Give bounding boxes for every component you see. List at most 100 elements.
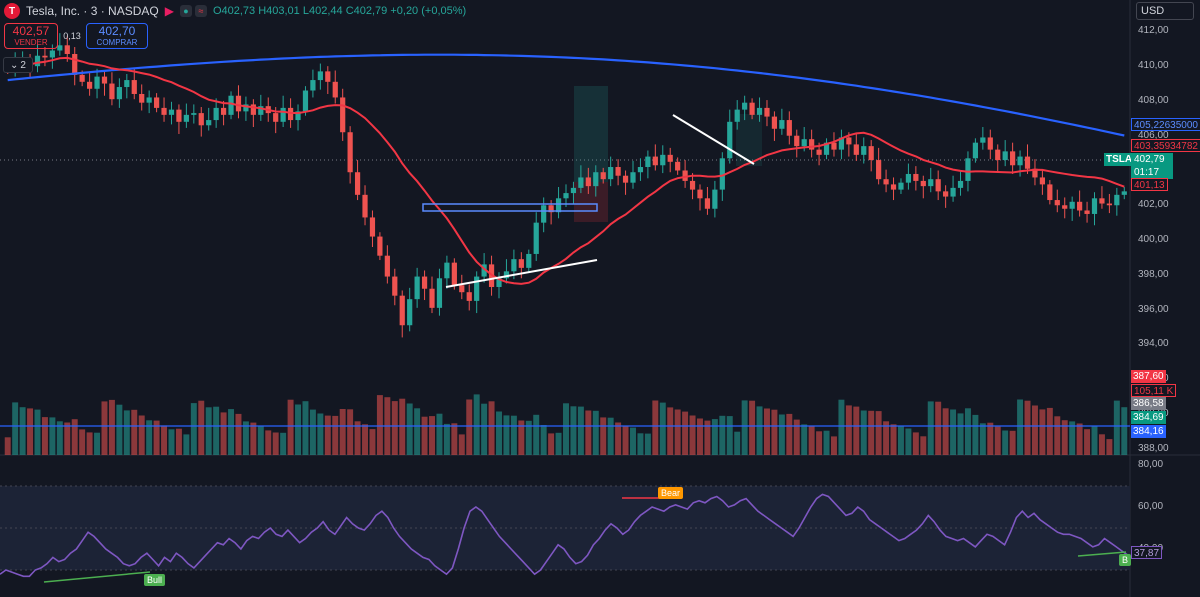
candle-body <box>109 83 115 100</box>
volume-bar <box>287 399 294 455</box>
volume-bar <box>242 421 249 455</box>
last-price-tag: 402,79 01:17 <box>1131 153 1173 179</box>
volume-bar <box>622 426 629 455</box>
volume-bar <box>957 413 964 455</box>
volume-bar <box>838 399 845 455</box>
sell-button[interactable]: 402,57 VENDER <box>4 23 58 49</box>
candle-body <box>466 292 472 301</box>
candle-body <box>995 149 1001 161</box>
candle-body <box>444 262 450 279</box>
candle-body <box>600 172 606 180</box>
volume-bar <box>458 434 465 455</box>
volume-bar <box>1069 421 1076 455</box>
volume-bar <box>354 421 361 455</box>
rsi-axis-label: 60,00 <box>1138 501 1164 512</box>
price-axis-label: 394,00 <box>1138 338 1169 350</box>
volume-bar <box>682 411 689 455</box>
candle-body <box>436 278 443 308</box>
volume-bar <box>168 429 175 455</box>
symbol-title[interactable]: Tesla, Inc. · 3 · NASDAQ <box>26 4 159 18</box>
flag-icon[interactable]: ▶ <box>164 4 174 18</box>
candle-body <box>675 161 681 171</box>
candle-body <box>183 114 189 122</box>
volume-tag-1: 387,60 <box>1131 370 1166 383</box>
volume-tag-4: 384,69 <box>1131 411 1166 424</box>
candle-body <box>541 205 547 223</box>
position-zone-2 <box>736 114 762 166</box>
candle-body <box>295 111 301 121</box>
low-tag: 401,13 <box>1131 178 1168 191</box>
candle-body <box>1084 210 1090 214</box>
candle-body <box>1091 198 1098 214</box>
ohlc-change: +0,20 (+0,05%) <box>390 5 467 17</box>
volume-bar <box>1106 439 1113 455</box>
candle-body <box>838 137 845 150</box>
price-axis-label: 396,00 <box>1138 303 1169 315</box>
candle-body <box>1121 191 1127 195</box>
volume-bar <box>213 406 220 455</box>
candle-body <box>302 90 309 112</box>
volume-bar <box>704 420 711 455</box>
candle-body <box>518 259 524 268</box>
volume-bar <box>652 400 659 455</box>
volume-bar <box>630 427 636 455</box>
candle-body <box>987 137 993 150</box>
volume-bar <box>570 406 577 455</box>
rsi-bull-divergence-2 <box>1077 551 1127 557</box>
volume-bar <box>272 432 279 455</box>
spread-value: 0,13 <box>63 31 81 41</box>
candle-body <box>883 179 889 185</box>
volume-bar <box>845 405 852 455</box>
volume-bar <box>592 410 599 455</box>
range-box-drawing <box>422 203 598 212</box>
volume-bar <box>138 415 145 455</box>
candle-body <box>168 109 175 115</box>
volume-bar <box>741 400 748 455</box>
candle-body <box>637 167 644 173</box>
volume-bar <box>257 426 264 455</box>
candle-body <box>652 156 658 166</box>
candle-body <box>79 74 85 82</box>
volume-bar <box>123 410 130 455</box>
volume-bar <box>101 401 108 455</box>
price-axis-label: 402,00 <box>1138 199 1169 211</box>
candle-body <box>608 167 614 180</box>
candle-body <box>161 107 167 115</box>
candle-body <box>972 142 979 159</box>
volume-bar <box>1076 423 1083 455</box>
candle-body <box>213 107 219 121</box>
volume-bar <box>912 432 919 455</box>
market-status-icon[interactable]: ● <box>179 5 192 17</box>
volume-bar <box>228 409 235 455</box>
candle-body <box>139 93 145 103</box>
candle-body <box>235 95 242 112</box>
candle-body <box>287 107 294 121</box>
volume-bar <box>860 410 867 455</box>
volume-bar <box>347 409 354 455</box>
candle-body <box>548 205 554 213</box>
data-status-icon[interactable]: ≈ <box>194 5 207 17</box>
volume-bar <box>994 426 1001 455</box>
candle-body <box>34 55 41 67</box>
volume-tag-5: 384,16 <box>1131 425 1166 438</box>
candle-body <box>719 158 725 190</box>
volume-bar <box>1002 430 1009 455</box>
candle-body <box>42 55 48 58</box>
volume-bar <box>190 403 197 455</box>
buy-button[interactable]: 402,70 COMPRAR <box>86 23 148 49</box>
volume-bar <box>116 404 123 455</box>
volume-bar <box>19 407 26 455</box>
candle-body <box>727 121 733 159</box>
candle-body <box>831 142 837 150</box>
trendline-support <box>445 259 598 288</box>
volume-bar <box>153 420 160 455</box>
candle-body <box>49 50 55 58</box>
candle-body <box>533 222 539 254</box>
volume-bar <box>205 407 212 455</box>
volume-bar <box>555 432 562 455</box>
candle-body <box>1024 156 1031 169</box>
ma-red-tag: 403,35934782 <box>1131 139 1200 152</box>
currency-select[interactable]: USD <box>1136 2 1194 20</box>
indicators-toggle-button[interactable]: ⌄ 2 <box>3 57 33 73</box>
